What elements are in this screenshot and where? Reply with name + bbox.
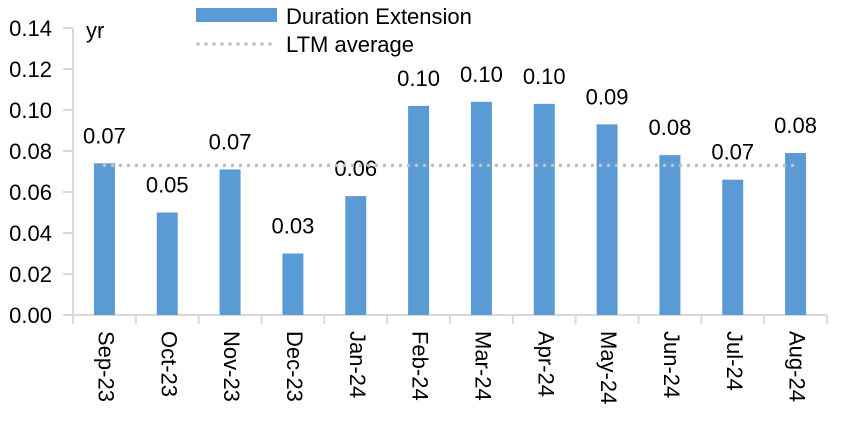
bar-May-24 [596, 124, 618, 315]
bar-Apr-24 [533, 103, 555, 315]
y-axis-tick-label: 0.06 [9, 180, 52, 205]
x-axis-label-Jan-24: Jan-24 [345, 331, 370, 398]
x-axis-label-Mar-24: Mar-24 [470, 331, 495, 401]
bar-data-label-Dec-23: 0.03 [272, 214, 315, 239]
bar-data-label-Apr-24: 0.10 [523, 64, 566, 89]
bar-data-label-Sep-23: 0.07 [83, 123, 126, 148]
y-axis-tick-label: 0.12 [9, 57, 52, 82]
legend-label-ltm-average: LTM average [286, 32, 414, 57]
y-axis-tick-label: 0.02 [9, 262, 52, 287]
legend: Duration Extension LTM average [196, 4, 472, 57]
legend-bar-swatch [196, 8, 277, 22]
bar-series [93, 101, 807, 316]
x-axis-category-labels: Sep-23 Oct-23 Nov-23 Dec-23 Jan-24 Feb-24 Mar-… [93, 331, 809, 404]
bar-data-label-Nov-23: 0.07 [209, 129, 252, 154]
bar-Mar-24 [470, 101, 492, 315]
y-axis-tick-label: 0.10 [9, 98, 52, 123]
x-axis-label-Feb-24: Feb-24 [408, 331, 433, 401]
y-axis-tick-label: 0.14 [9, 16, 52, 41]
bar-Aug-24 [785, 153, 807, 315]
bar-Nov-23 [219, 169, 241, 315]
bar-Jan-24 [345, 196, 367, 315]
legend-label-duration-extension: Duration Extension [286, 4, 472, 29]
x-axis-label-Apr-24: Apr-24 [533, 331, 558, 397]
x-axis-label-Sep-23: Sep-23 [93, 331, 118, 402]
bar-data-label-Jul-24: 0.07 [711, 140, 754, 165]
bar-data-label-Oct-23: 0.05 [146, 173, 189, 198]
bar-data-label-May-24: 0.09 [586, 84, 629, 109]
y-axis-unit-label: yr [86, 18, 104, 43]
bar-data-label-Mar-24: 0.10 [460, 62, 503, 87]
bar-data-label-Jun-24: 0.08 [649, 115, 692, 140]
x-axis-label-Jun-24: Jun-24 [659, 331, 684, 398]
axes: 0.00 0.02 0.04 0.06 0.08 0.10 0.12 0.14 [9, 16, 828, 328]
bar-Feb-24 [408, 105, 430, 316]
x-axis-label-Jul-24: Jul-24 [722, 331, 747, 391]
x-axis-label-Nov-23: Nov-23 [219, 331, 244, 402]
y-axis-tick-label: 0.08 [9, 139, 52, 164]
bar-data-label-Aug-24: 0.08 [774, 113, 817, 138]
x-axis-label-Aug-24: Aug-24 [785, 331, 810, 402]
bar-data-label-Feb-24: 0.10 [397, 66, 440, 91]
bar-Oct-23 [156, 212, 178, 315]
y-axis-tick-label: 0.04 [9, 221, 52, 246]
bar-Sep-23 [93, 163, 115, 315]
x-axis-label-May-24: May-24 [596, 331, 621, 404]
x-axis-label-Oct-23: Oct-23 [156, 331, 181, 397]
bar-Jul-24 [722, 179, 744, 315]
y-axis-tick-label: 0.00 [9, 303, 52, 328]
bar-data-label-Jan-24: 0.06 [334, 156, 377, 181]
x-axis-label-Dec-23: Dec-23 [282, 331, 307, 402]
bar-Dec-23 [282, 253, 304, 315]
bar-data-labels: 0.07 0.05 0.07 0.03 0.06 0.10 0.10 0.10 0.09 0.08… [83, 62, 817, 239]
bar-Jun-24 [659, 155, 681, 315]
